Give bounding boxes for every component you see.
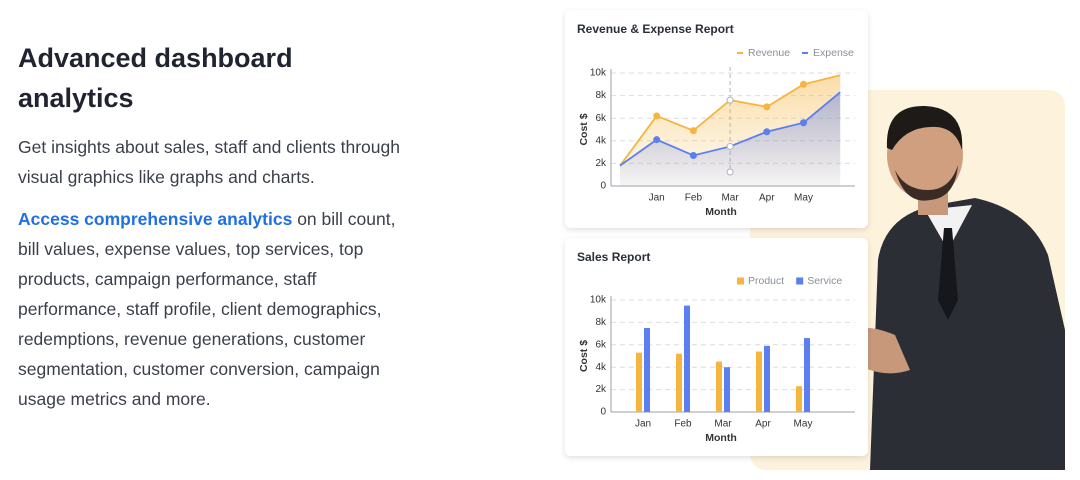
text-column: Advanced dashboard analytics Get insight… xyxy=(18,38,418,426)
bar xyxy=(724,367,730,412)
chart-title: Revenue & Expense Report xyxy=(577,22,734,36)
bar xyxy=(676,353,682,412)
x-tick-label: Jan xyxy=(635,419,651,430)
point xyxy=(726,96,734,104)
legend-swatch xyxy=(796,277,804,285)
x-tick-label: Apr xyxy=(755,419,771,430)
point xyxy=(763,103,771,111)
x-tick-label: May xyxy=(794,419,813,430)
point xyxy=(689,127,697,135)
y-tick-label: 8k xyxy=(595,90,607,101)
area xyxy=(620,92,841,186)
x-axis-title: Month xyxy=(705,432,737,444)
heading: Advanced dashboard analytics xyxy=(18,43,293,113)
details-paragraph: Access comprehensive analytics on bill c… xyxy=(18,204,418,414)
bar xyxy=(684,305,690,412)
x-tick-label: Apr xyxy=(759,193,775,204)
legend-label: Expense xyxy=(813,47,854,59)
legend-label: Product xyxy=(748,275,784,287)
charts: Revenue & Expense Report Revenue Expense 0 2… xyxy=(565,10,868,456)
bar xyxy=(716,361,722,412)
y-tick-label: 10k xyxy=(590,295,607,306)
x-tick-label: May xyxy=(794,193,813,204)
x-axis-title: Month xyxy=(705,206,737,218)
bar xyxy=(796,386,802,412)
bar xyxy=(636,352,642,412)
highlight-link[interactable]: Access comprehensive analytics xyxy=(18,209,293,229)
hover-handle xyxy=(726,168,734,176)
point xyxy=(763,128,771,136)
bar xyxy=(764,345,770,412)
y-tick-label: 10k xyxy=(590,68,607,79)
y-tick-label: 6k xyxy=(595,339,607,350)
bar xyxy=(644,328,650,412)
bar xyxy=(804,338,810,412)
details: on bill count, bill values, expense valu… xyxy=(18,209,396,409)
chart-title: Sales Report xyxy=(577,250,650,264)
y-tick-label: 2k xyxy=(595,158,607,169)
x-tick-label: Jan xyxy=(649,193,665,204)
y-tick-label: 4k xyxy=(595,362,607,373)
y-tick-label: 0 xyxy=(600,181,606,192)
y-tick-label: 8k xyxy=(595,317,607,328)
x-tick-label: Mar xyxy=(721,193,739,204)
x-tick-label: Mar xyxy=(714,419,732,430)
point xyxy=(689,151,697,159)
y-tick-label: 0 xyxy=(600,407,606,418)
y-tick-label: 6k xyxy=(595,113,607,124)
y-tick-label: 4k xyxy=(595,135,607,146)
point xyxy=(800,119,807,127)
y-axis-title: Cost $ xyxy=(578,340,590,372)
x-tick-label: Feb xyxy=(674,419,692,430)
legend-label: Service xyxy=(807,275,842,287)
y-tick-label: 2k xyxy=(595,384,607,395)
y-axis-title: Cost $ xyxy=(578,113,590,145)
point xyxy=(726,142,734,150)
x-tick-label: Feb xyxy=(685,193,703,204)
legend-swatch xyxy=(737,277,744,285)
point xyxy=(653,112,661,120)
point xyxy=(800,80,807,88)
point xyxy=(653,136,661,144)
legend-label: Revenue xyxy=(748,47,790,59)
intro: Get insights about sales, staff and clie… xyxy=(18,137,400,187)
bar xyxy=(756,351,762,412)
person-photo xyxy=(825,105,1065,470)
